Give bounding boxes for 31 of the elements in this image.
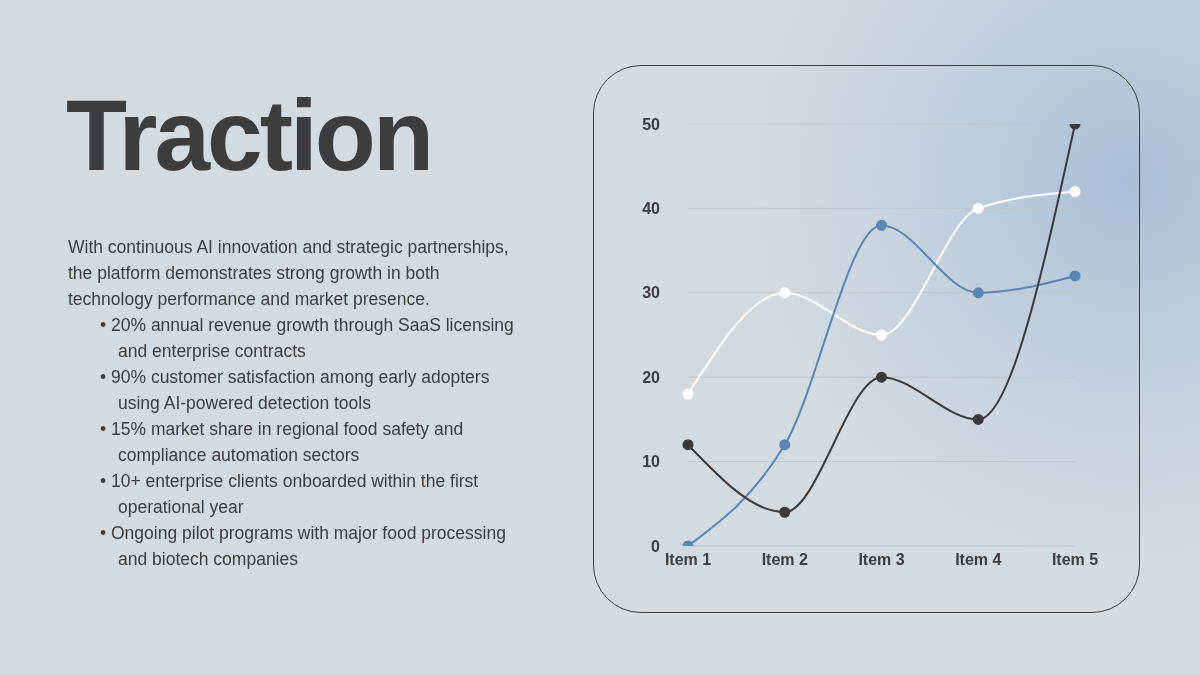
point bbox=[876, 219, 887, 231]
x-tick-label: Item 4 bbox=[955, 551, 1002, 569]
point bbox=[972, 413, 984, 425]
point bbox=[1069, 270, 1081, 282]
text: • 10+ enterprise clients onboarded within the first operational year bbox=[100, 470, 480, 519]
y-tick-label: 40 bbox=[642, 200, 661, 218]
point bbox=[682, 388, 694, 400]
text: • 90% customer satisfaction among early adopters using AI-powered detection tools bbox=[100, 366, 491, 415]
y-tick-label: 20 bbox=[642, 368, 661, 386]
x-tick-label: Item 2 bbox=[761, 551, 808, 569]
y-tick-label: 30 bbox=[642, 284, 661, 302]
text: With continuous AI innovation and strategic partnerships, the platform demonstrates strong growth in both technology performance and market presence. bbox=[68, 236, 510, 311]
text: • 20% annual revenue growth through SaaS licensing and enterprise contracts bbox=[100, 314, 515, 363]
point bbox=[876, 329, 887, 341]
y-tick-label: 10 bbox=[642, 453, 661, 471]
point bbox=[972, 287, 984, 299]
point bbox=[779, 287, 791, 299]
point bbox=[1069, 186, 1081, 198]
x-tick-label: Item 3 bbox=[858, 551, 905, 569]
point bbox=[779, 439, 791, 451]
point bbox=[972, 202, 984, 214]
x-tick-label: Item 1 bbox=[664, 551, 712, 569]
text: • Ongoing pilot programs with major food processing and biotech companies bbox=[100, 522, 507, 571]
text: • 15% market share in regional food safety and compliance automation sectors bbox=[100, 418, 465, 467]
point bbox=[876, 371, 887, 383]
point bbox=[779, 506, 791, 518]
x-tick-label: Item 5 bbox=[1051, 551, 1099, 569]
point bbox=[682, 439, 694, 451]
chart-title: Traction bbox=[66, 78, 431, 193]
y-tick-label: 50 bbox=[642, 115, 661, 133]
y-tick-label: 0 bbox=[651, 537, 661, 555]
